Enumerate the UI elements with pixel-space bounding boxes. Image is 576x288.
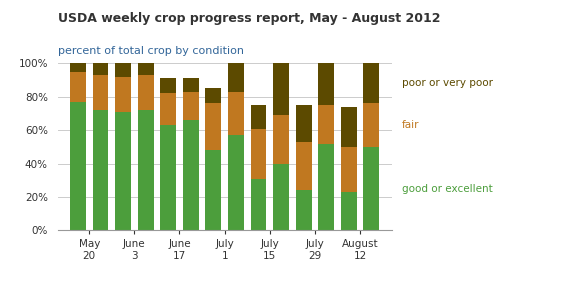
Bar	[206, 88, 221, 103]
Bar	[160, 93, 176, 125]
Bar	[251, 179, 266, 230]
Bar	[206, 103, 221, 150]
Text: good or excellent: good or excellent	[401, 184, 492, 194]
Bar	[183, 78, 199, 92]
Bar	[341, 192, 357, 230]
Bar	[160, 125, 176, 230]
Bar	[228, 92, 244, 135]
Bar	[70, 72, 86, 102]
Bar	[183, 92, 199, 120]
Bar	[273, 164, 289, 230]
Bar	[363, 63, 379, 103]
Bar	[363, 147, 379, 230]
Bar	[295, 190, 312, 230]
Bar	[273, 115, 289, 164]
Bar	[206, 150, 221, 230]
Text: fair: fair	[401, 120, 419, 130]
Bar	[319, 143, 334, 230]
Bar	[183, 120, 199, 230]
Bar	[115, 77, 131, 112]
Bar	[341, 107, 357, 147]
Bar	[273, 63, 289, 115]
Bar	[138, 110, 154, 230]
Bar	[295, 142, 312, 190]
Text: poor or very poor: poor or very poor	[401, 78, 492, 88]
Bar	[115, 112, 131, 230]
Bar	[295, 105, 312, 142]
Bar	[160, 78, 176, 93]
Bar	[341, 147, 357, 192]
Bar	[251, 128, 266, 179]
Bar	[93, 63, 108, 75]
Bar	[228, 63, 244, 92]
Bar	[115, 63, 131, 77]
Bar	[228, 135, 244, 230]
Bar	[93, 110, 108, 230]
Text: percent of total crop by condition: percent of total crop by condition	[58, 46, 244, 56]
Text: USDA weekly crop progress report, May - August 2012: USDA weekly crop progress report, May - …	[58, 12, 440, 24]
Bar	[319, 63, 334, 105]
Bar	[70, 102, 86, 230]
Bar	[138, 63, 154, 75]
Bar	[93, 75, 108, 110]
Bar	[319, 105, 334, 143]
Bar	[251, 105, 266, 128]
Bar	[138, 75, 154, 110]
Bar	[70, 63, 86, 72]
Bar	[363, 103, 379, 147]
